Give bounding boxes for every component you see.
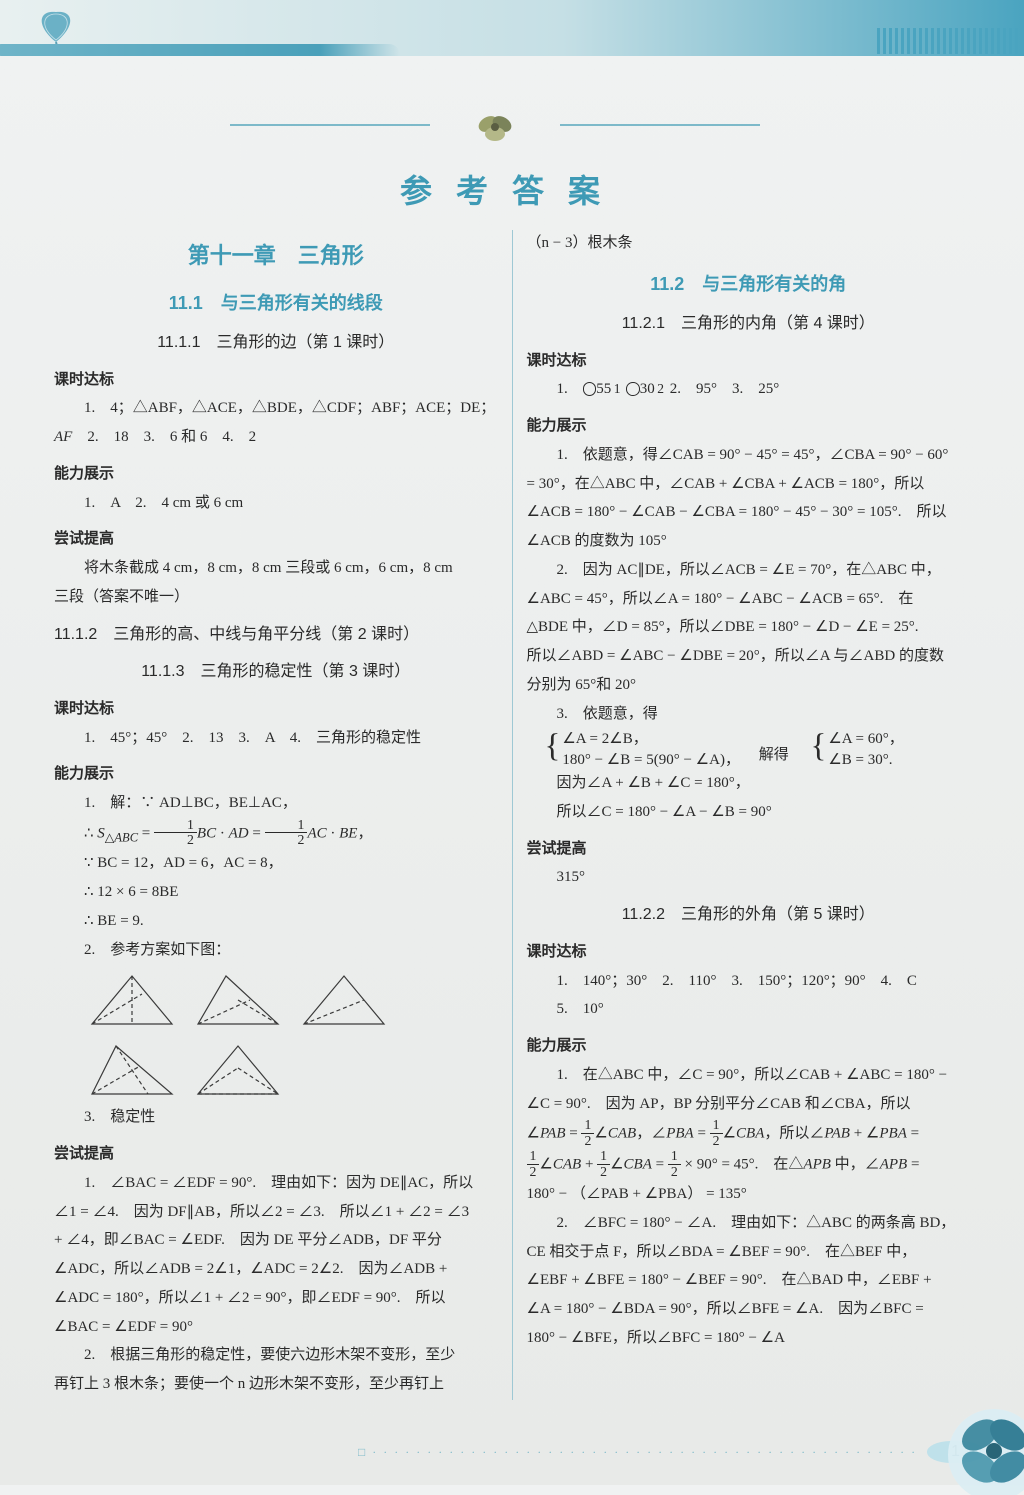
body-text: 3. 依题意，得 xyxy=(527,701,971,729)
subsection-heading: 11.2.2 三角形的外角（第 5 课时） xyxy=(527,900,971,930)
block-label: 能力展示 xyxy=(54,760,498,788)
body-text: 1. ∠BAC = ∠EDF = 90°. 理由如下：因为 DE∥AC，所以 xyxy=(54,1170,498,1198)
two-column-body: 第十一章 三角形 11.1 与三角形有关的线段 11.1.1 三角形的边（第 1… xyxy=(40,230,984,1400)
body-text: 315° xyxy=(527,864,971,892)
body-text: 180° − （∠PAB + ∠PBA） = 135° xyxy=(527,1181,971,1209)
body-text: ∠PAB = 12∠CAB，∠PBA = 12∠CBA，所以∠PAB + ∠PB… xyxy=(527,1119,971,1149)
footer-dots: □ · · · · · · · · · · · · · · · · · · · … xyxy=(358,1445,917,1460)
body-text: ∠C = 90°. 因为 AP，BP 分别平分∠CAB 和∠CBA，所以 xyxy=(527,1091,971,1119)
body-text: 因为∠A + ∠B + ∠C = 180°， xyxy=(527,770,971,798)
brush-stroke xyxy=(0,44,400,56)
block-label: 课时达标 xyxy=(527,938,971,966)
block-label: 尝试提高 xyxy=(54,525,498,553)
corner-flower-icon xyxy=(924,1385,1024,1495)
body-text: ∴ 12 × 6 = 8BE xyxy=(54,879,498,907)
ornament-line xyxy=(560,124,760,126)
body-text: ∴ S△ABC = 12BC · AD = 12AC · BE， xyxy=(54,819,498,850)
subsection-heading: 11.1.2 三角形的高、中线与角平分线（第 2 课时） xyxy=(54,620,498,650)
block-label: 能力展示 xyxy=(527,1032,971,1060)
body-text: 1. A 2. 4 cm 或 6 cm xyxy=(54,490,498,518)
body-text: ∠ACB 的度数为 105° xyxy=(527,528,971,556)
body-text: 1. 140°；30° 2. 110° 3. 150°；120°；90° 4. … xyxy=(527,968,971,996)
body-text: ∠1 = ∠4. 因为 DF∥AB，所以∠2 = ∠3. 所以∠1 + ∠2 =… xyxy=(54,1199,498,1227)
block-label: 能力展示 xyxy=(527,412,971,440)
body-text: ∠ADC，所以∠ADB = 2∠1，∠ADC = 2∠2. 因为∠ADB + xyxy=(54,1256,498,1284)
body-text: 2. 根据三角形的稳定性，要使六边形木架不变形，至少 xyxy=(54,1342,498,1370)
body-text: + ∠4，即∠BAC = ∠EDF. 因为 DE 平分∠ADB，DF 平分 xyxy=(54,1227,498,1255)
section-heading: 11.1 与三角形有关的线段 xyxy=(54,287,498,320)
body-text: 180° − ∠BFE，所以∠BFC = 180° − ∠A xyxy=(527,1325,971,1353)
title-ornament xyxy=(0,102,1024,148)
body-text: 1. 45°；45° 2. 13 3. A 4. 三角形的稳定性 xyxy=(54,725,498,753)
ornament-line xyxy=(230,124,430,126)
body-text: 三段（答案不唯一） xyxy=(54,584,498,612)
block-label: 能力展示 xyxy=(54,460,498,488)
body-text: 1. 4；△ABF，△ACE，△BDE，△CDF；ABF；ACE；DE； xyxy=(54,395,498,423)
block-label: 尝试提高 xyxy=(54,1140,498,1168)
body-text: ∠A = 180° − ∠BDA = 90°，所以∠BFE = ∠A. 因为∠B… xyxy=(527,1296,971,1324)
body-text: ∠BAC = ∠EDF = 90° xyxy=(54,1314,498,1342)
equation-system: { ∠A = 2∠B， 180° − ∠B = 5(90° − ∠A)， 解得 … xyxy=(527,729,971,770)
subsection-heading: 11.2.1 三角形的内角（第 4 课时） xyxy=(527,309,971,339)
page-title: 参考答案 xyxy=(0,166,1024,212)
body-text: 12∠CAB + 12∠CBA = 12 × 90° = 45°. 在△APB … xyxy=(527,1150,971,1180)
body-text: 1. 155 230 2. 95° 3. 25° xyxy=(527,376,971,404)
body-text: 2. 参考方案如下图： xyxy=(54,937,498,965)
body-text: 再钉上 3 根木条；要使一个 n 边形木架不变形，至少再钉上 xyxy=(54,1371,498,1399)
body-text: ∠EBF + ∠BFE = 180° − ∠BEF = 90°. 在△BAD 中… xyxy=(527,1267,971,1295)
block-label: 课时达标 xyxy=(54,695,498,723)
block-label: 课时达标 xyxy=(527,347,971,375)
body-text: （n − 3）根木条 xyxy=(527,230,971,258)
column-right: （n − 3）根木条 11.2 与三角形有关的角 11.2.1 三角形的内角（第… xyxy=(513,230,985,1400)
subsection-heading: 11.1.3 三角形的稳定性（第 3 课时） xyxy=(54,657,498,687)
body-text: ∴ BE = 9. xyxy=(54,908,498,936)
body-text: 3. 稳定性 xyxy=(54,1104,498,1132)
body-text: = 30°，在△ABC 中，∠CAB + ∠CBA + ∠ACB = 180°，… xyxy=(527,471,971,499)
body-text: 所以∠C = 180° − ∠A − ∠B = 90° xyxy=(527,799,971,827)
block-label: 课时达标 xyxy=(54,366,498,394)
body-text: 1. 在△ABC 中，∠C = 90°，所以∠CAB + ∠ABC = 180°… xyxy=(527,1062,971,1090)
flower-icon xyxy=(470,108,520,148)
subsection-heading: 11.1.1 三角形的边（第 1 课时） xyxy=(54,328,498,358)
header-band xyxy=(0,0,1024,56)
body-text: △BDE 中，∠D = 85°，所以∠DBE = 180° − ∠D − ∠E … xyxy=(527,614,971,642)
column-left: 第十一章 三角形 11.1 与三角形有关的线段 11.1.1 三角形的边（第 1… xyxy=(40,230,513,1400)
ginkgo-leaf-icon xyxy=(28,6,84,46)
section-heading: 11.2 与三角形有关的角 xyxy=(527,268,971,301)
body-text: 所以∠ABD = ∠ABC − ∠DBE = 20°，所以∠A 与∠ABD 的度… xyxy=(527,643,971,671)
body-text: 将木条截成 4 cm，8 cm，8 cm 三段或 6 cm，6 cm，8 cm xyxy=(54,555,498,583)
body-text: ∵ BC = 12，AD = 6，AC = 8， xyxy=(54,850,498,878)
body-text: 5. 10° xyxy=(527,996,971,1024)
body-text: 1. 依题意，得∠CAB = 90° − 45° = 45°，∠CBA = 90… xyxy=(527,442,971,470)
body-text: ∠ACB = 180° − ∠CAB − ∠CBA = 180° − 45° −… xyxy=(527,499,971,527)
barcode-decor xyxy=(877,28,1024,54)
body-text: 分别为 65°和 20° xyxy=(527,672,971,700)
body-text: AF 2. 18 3. 6 和 6 4. 2 xyxy=(54,424,498,452)
body-text: ∠ADC = 180°，所以∠1 + ∠2 = 90°，即∠EDF = 90°.… xyxy=(54,1285,498,1313)
page-footer: □ · · · · · · · · · · · · · · · · · · · … xyxy=(358,1441,984,1463)
triangle-diagrams xyxy=(84,970,404,1100)
block-label: 尝试提高 xyxy=(527,835,971,863)
body-text: CE 相交于点 F，所以∠BDA = ∠BEF = 90°. 在△BEF 中， xyxy=(527,1239,971,1267)
body-text: 2. 因为 AC∥DE，所以∠ACB = ∠E = 70°，在△ABC 中， xyxy=(527,557,971,585)
body-text: 1. 解：∵ AD⊥BC，BE⊥AC， xyxy=(54,790,498,818)
body-text: 2. ∠BFC = 180° − ∠A. 理由如下：△ABC 的两条高 BD， xyxy=(527,1210,971,1238)
body-text: ∠ABC = 45°，所以∠A = 180° − ∠ABC − ∠ACB = 6… xyxy=(527,586,971,614)
chapter-heading: 第十一章 三角形 xyxy=(54,236,498,277)
